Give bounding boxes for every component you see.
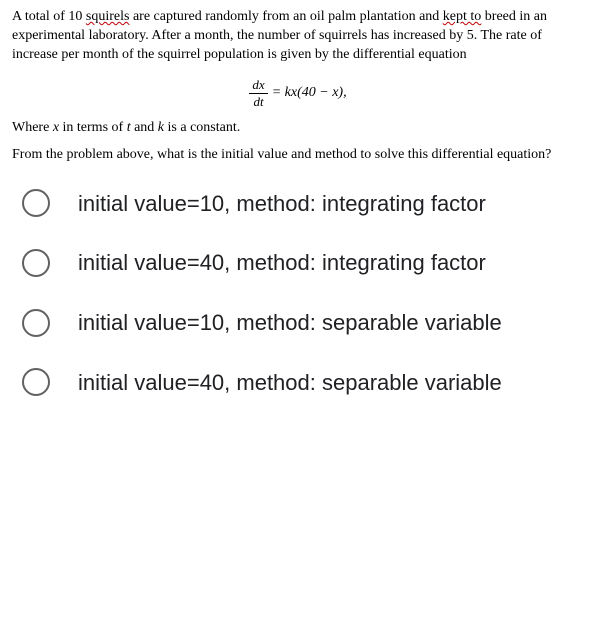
where-pre: Where [12,120,53,135]
fraction-dx-dt: dx dt [249,77,267,110]
where-end: is a constant. [164,120,240,135]
option-label: initial value=40, method: separable vari… [78,368,502,398]
option-label: initial value=10, method: separable vari… [78,308,502,338]
fraction-numerator: dx [249,77,267,94]
where-and: and [131,120,158,135]
radio-button[interactable] [22,309,50,337]
option-label: initial value=10, method: integrating fa… [78,189,486,219]
option-label: initial value=40, method: integrating fa… [78,248,486,278]
differential-equation: dx dt = kx(40 − x), [12,77,584,110]
problem-text-part1: A total of 10 [12,9,86,24]
options-list: initial value=10, method: integrating fa… [12,189,584,398]
radio-button[interactable] [22,368,50,396]
radio-button[interactable] [22,189,50,217]
equation-rhs: = kx(40 − x), [272,85,347,101]
option-c[interactable]: initial value=10, method: separable vari… [16,308,584,338]
misspelled-squirels: squirels [86,9,130,24]
option-b[interactable]: initial value=40, method: integrating fa… [16,248,584,278]
question-prompt: From the problem above, what is the init… [12,146,584,165]
fraction-denominator: dt [251,94,267,110]
problem-text-part2: are captured randomly from an oil palm p… [129,9,442,24]
problem-statement: A total of 10 squirels are captured rand… [12,8,584,65]
option-d[interactable]: initial value=40, method: separable vari… [16,368,584,398]
grammar-kept-to: kept to [443,9,482,24]
where-clause: Where x in terms of t and k is a constan… [12,120,584,136]
option-a[interactable]: initial value=10, method: integrating fa… [16,189,584,219]
where-mid: in terms of [59,120,127,135]
radio-button[interactable] [22,249,50,277]
